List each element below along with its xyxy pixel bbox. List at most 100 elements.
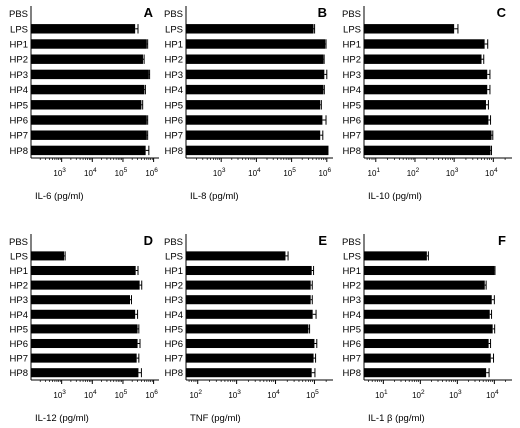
- category-label: HP5: [10, 324, 28, 335]
- category-label: HP3: [165, 295, 183, 306]
- category-label: HP7: [343, 131, 361, 142]
- category-label: HP1: [165, 266, 183, 277]
- bar: [31, 130, 147, 140]
- bar: [364, 130, 492, 140]
- category-label: HP8: [10, 368, 28, 379]
- category-label: HP2: [10, 281, 28, 292]
- bar: [31, 324, 138, 334]
- bar: [186, 84, 324, 95]
- bar: [186, 280, 311, 290]
- x-axis-label: IL-10 (pg/ml): [368, 191, 422, 202]
- panel-b: B PBS LPS HP1 HP2 HP3 HP4 HP5 HP6 HP7 HP8 103 104 105…: [164, 5, 333, 202]
- category-label: HP4: [343, 310, 361, 321]
- category-label: LPS: [165, 251, 183, 262]
- x-tick-label: 104: [486, 389, 499, 400]
- bar: [364, 100, 486, 110]
- bar: [186, 251, 286, 261]
- bar: [31, 69, 149, 80]
- category-label: HP1: [343, 266, 361, 277]
- x-tick-label: 103: [53, 389, 66, 400]
- category-label: PBS: [9, 237, 28, 248]
- category-label: HP6: [343, 116, 361, 127]
- category-label: HP1: [343, 40, 361, 51]
- x-tick-label: 104: [267, 389, 280, 400]
- x-tick-label: 105: [115, 389, 128, 400]
- category-label: HP1: [165, 40, 183, 51]
- bar: [186, 324, 309, 334]
- category-label: HP3: [10, 70, 28, 81]
- bar: [364, 353, 491, 363]
- x-tick-label: 103: [53, 167, 66, 178]
- bar: [186, 130, 321, 140]
- bar: [31, 295, 131, 305]
- category-label: HP6: [343, 339, 361, 350]
- category-label: LPS: [10, 24, 28, 35]
- category-label: HP5: [10, 100, 28, 111]
- bar: [186, 115, 323, 125]
- category-label: HP4: [10, 310, 28, 321]
- panel-letter: A: [144, 5, 154, 20]
- bar: [364, 115, 489, 125]
- category-label: HP1: [10, 266, 28, 277]
- category-label: HP3: [165, 70, 183, 81]
- category-label: HP8: [343, 146, 361, 157]
- category-label: LPS: [343, 251, 361, 262]
- category-label: HP8: [165, 146, 183, 157]
- panel-e: E PBS LPS HP1 HP2 HP3 HP4 HP5 HP6 HP7 HP8 102 103 104…: [164, 233, 333, 424]
- category-label: HP2: [343, 55, 361, 66]
- x-tick-label: 104: [84, 389, 97, 400]
- x-tick-label: 104: [248, 167, 261, 178]
- bar: [186, 39, 326, 49]
- bar: [186, 69, 325, 80]
- x-axis-label: IL-12 (pg/ml): [35, 413, 89, 424]
- bar: [31, 368, 139, 378]
- x-tick-label: 106: [145, 167, 158, 178]
- x-tick-label: 104: [84, 167, 97, 178]
- bar: [186, 353, 314, 363]
- x-tick-label: 103: [228, 389, 241, 400]
- bar: [31, 251, 65, 261]
- category-label: HP2: [10, 55, 28, 66]
- category-label: HP5: [165, 100, 183, 111]
- x-tick-label: 106: [145, 389, 158, 400]
- panel-f: F PBS LPS HP1 HP2 HP3 HP4 HP5 HP6 HP7 HP8 101 102 103…: [342, 233, 512, 424]
- bar: [186, 295, 311, 305]
- category-label: PBS: [164, 9, 183, 20]
- bar: [364, 251, 427, 261]
- category-label: HP6: [10, 116, 28, 127]
- category-label: HP5: [165, 324, 183, 335]
- category-label: LPS: [343, 24, 361, 35]
- category-label: HP4: [10, 85, 28, 96]
- bar: [31, 353, 137, 363]
- category-label: PBS: [342, 9, 361, 20]
- x-axis-label: IL-6 (pg/ml): [35, 191, 84, 202]
- bar: [31, 115, 147, 125]
- panel-letter: B: [318, 5, 327, 20]
- bar: [31, 338, 138, 349]
- category-label: PBS: [9, 9, 28, 20]
- bar: [364, 309, 490, 319]
- category-label: HP5: [343, 324, 361, 335]
- x-tick-label: 103: [449, 389, 462, 400]
- x-axis-label: IL-1 β (pg/ml): [368, 413, 425, 424]
- x-tick-label: 102: [407, 167, 420, 178]
- panel-letter: C: [497, 5, 507, 20]
- category-label: HP7: [165, 354, 183, 365]
- category-label: HP2: [343, 281, 361, 292]
- x-axis-label: IL-8 (pg/ml): [190, 191, 239, 202]
- category-label: HP2: [165, 55, 183, 66]
- category-label: HP4: [343, 85, 361, 96]
- bar: [186, 265, 312, 276]
- bar: [186, 24, 314, 34]
- x-tick-label: 101: [375, 389, 388, 400]
- bar: [364, 54, 482, 64]
- bar: [364, 368, 487, 378]
- bar: [186, 309, 313, 319]
- category-label: HP8: [343, 368, 361, 379]
- bar: [31, 145, 146, 156]
- x-tick-label: 105: [115, 167, 128, 178]
- x-tick-label: 104: [485, 167, 498, 178]
- panel-letter: F: [498, 233, 506, 248]
- x-tick-label: 101: [368, 167, 381, 178]
- category-label: HP1: [10, 40, 28, 51]
